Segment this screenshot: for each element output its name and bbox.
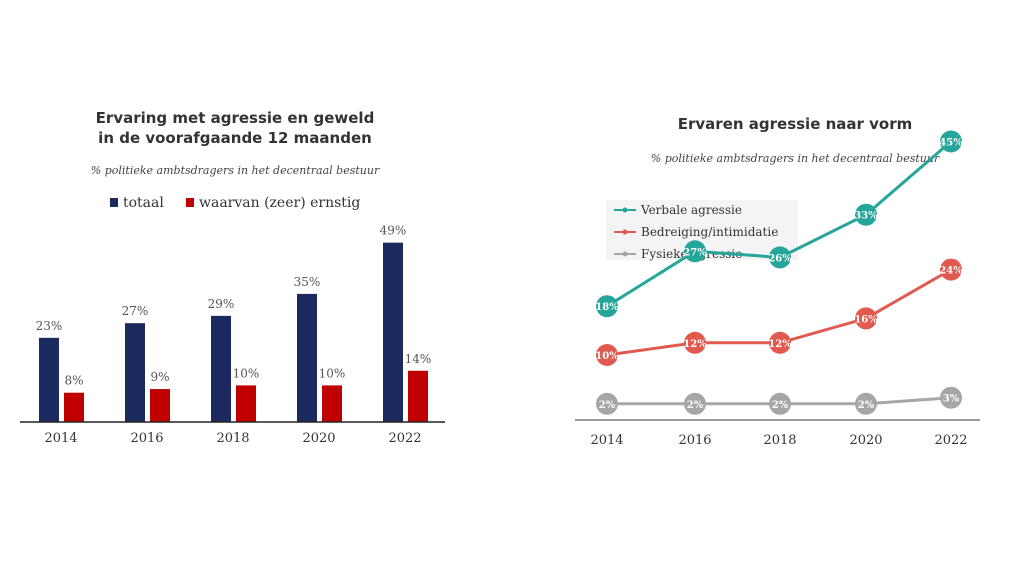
point-label-1-2022: 24% <box>939 266 963 277</box>
bar-label-1-2014: 8% <box>64 374 83 388</box>
bar-label-0-2016: 27% <box>122 304 149 318</box>
point-label-1-2016: 12% <box>683 339 707 350</box>
point-label-2-2022: 3% <box>943 394 960 405</box>
x-tick-2022: 2022 <box>388 431 421 446</box>
bar-chart-subtitle: % politieke ambtsdragers in het decentra… <box>90 164 380 177</box>
bar-1-2016 <box>150 389 170 422</box>
point-label-2-2018: 2% <box>772 400 789 411</box>
bar-chart-panel: Ervaring met agressie en geweld in de vo… <box>0 0 470 580</box>
point-1-2016 <box>684 331 706 354</box>
point-label-1-2020: 16% <box>854 314 878 325</box>
legend-marker-0 <box>622 207 628 213</box>
x-tick-2016: 2016 <box>678 433 711 448</box>
point-label-1-2014: 10% <box>595 351 619 362</box>
bar-0-2018 <box>211 315 231 422</box>
bar-1-2014 <box>64 392 84 422</box>
legend-swatch-1 <box>186 198 194 207</box>
bar-1-2020 <box>322 385 342 422</box>
bar-0-2020 <box>297 293 317 422</box>
legend-label-1: Bedreiging/intimidatie <box>641 225 778 239</box>
point-label-0-2018: 26% <box>768 253 792 264</box>
legend-label-0: Verbale agressie <box>640 203 742 217</box>
point-label-0-2014: 18% <box>595 302 619 313</box>
bar-label-0-2022: 49% <box>380 224 407 238</box>
x-tick-2020: 2020 <box>302 431 335 446</box>
point-label-1-2018: 12% <box>768 339 792 350</box>
bar-label-1-2016: 9% <box>150 370 169 384</box>
point-1-2014 <box>596 344 618 366</box>
bar-1-2018 <box>236 385 256 422</box>
x-tick-2014: 2014 <box>44 431 77 446</box>
bar-0-2016 <box>125 323 145 422</box>
point-label-0-2020: 33% <box>854 211 878 222</box>
bar-label-0-2014: 23% <box>36 319 63 333</box>
bar-label-0-2018: 29% <box>208 297 235 311</box>
point-2-2022 <box>940 386 962 409</box>
line-chart-title: Ervaren agressie naar vorm <box>677 115 913 133</box>
bar-1-2022 <box>408 370 428 422</box>
line-chart-svg: Verbale agressieBedreiging/intimidatieFy… <box>575 130 980 448</box>
point-1-2018 <box>769 331 791 354</box>
point-0-2020 <box>855 203 877 226</box>
legend-swatch-0 <box>110 198 118 207</box>
line-chart-subtitle: % politieke ambtsdragers in het decentra… <box>650 152 940 165</box>
point-0-2022 <box>940 130 962 153</box>
x-tick-2014: 2014 <box>590 433 623 448</box>
bar-0-2014 <box>39 337 59 422</box>
x-tick-2020: 2020 <box>849 433 882 448</box>
point-1-2020 <box>855 307 877 330</box>
bar-label-1-2022: 14% <box>405 352 432 366</box>
point-label-0-2022: 45% <box>939 138 963 149</box>
point-2-2014 <box>596 392 618 415</box>
legend-marker-1 <box>622 229 628 235</box>
bar-chart-title-line1: Ervaring met agressie en geweld <box>95 109 375 127</box>
bar-label-1-2020: 10% <box>319 366 346 380</box>
x-tick-2022: 2022 <box>934 433 967 448</box>
point-label-2-2016: 2% <box>687 400 704 411</box>
legend-label-1: waarvan (zeer) ernstig <box>199 195 360 211</box>
bar-label-1-2018: 10% <box>233 366 260 380</box>
point-0-2016 <box>684 240 706 263</box>
point-0-2018 <box>769 246 791 269</box>
point-1-2022 <box>940 258 962 281</box>
line-chart-panel: Ervaren agressie naar vorm % politieke a… <box>560 0 1030 580</box>
x-tick-2018: 2018 <box>763 433 796 448</box>
point-label-2-2020: 2% <box>858 400 875 411</box>
bar-chart-svg: totaal waarvan (zeer) ernstig 23% 8% 2014 27%… <box>20 195 445 446</box>
x-tick-2016: 2016 <box>130 431 163 446</box>
point-2-2020 <box>855 392 877 415</box>
point-2-2016 <box>684 392 706 415</box>
point-0-2014 <box>596 295 618 318</box>
bar-label-0-2020: 35% <box>294 275 321 289</box>
point-label-0-2016: 27% <box>683 247 707 258</box>
legend-label-0: totaal <box>123 195 164 211</box>
legend-marker-2 <box>622 251 628 257</box>
point-2-2018 <box>769 392 791 415</box>
bar-0-2022 <box>383 242 403 422</box>
point-label-2-2014: 2% <box>599 400 616 411</box>
x-tick-2018: 2018 <box>216 431 249 446</box>
bar-chart-title-line2: in de voorafgaande 12 maanden <box>98 129 372 147</box>
